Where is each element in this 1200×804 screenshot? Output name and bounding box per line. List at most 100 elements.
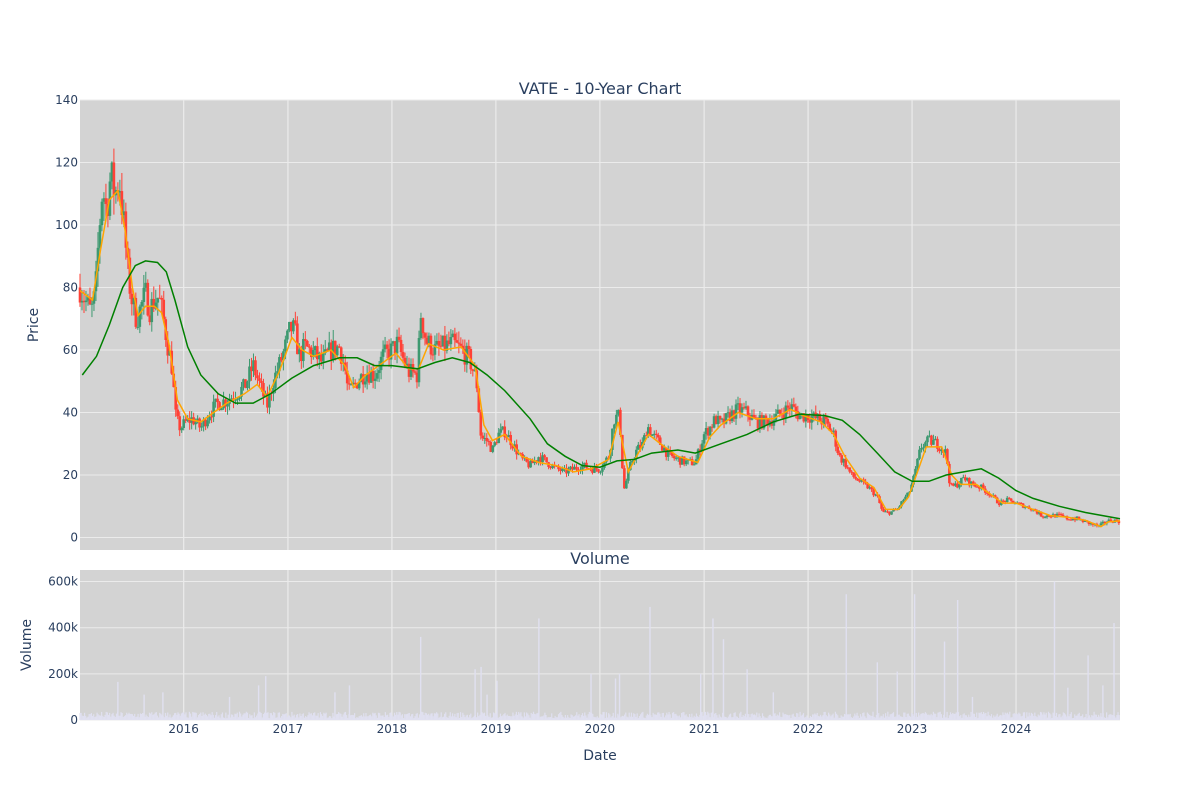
candle-body (230, 398, 233, 400)
volume-bar (267, 712, 269, 720)
volume-bar (129, 713, 131, 720)
volume-bar (728, 714, 731, 720)
volume-bar (244, 713, 246, 720)
volume-bar (477, 712, 479, 720)
volume-bar (755, 715, 757, 720)
volume-bar (340, 713, 342, 720)
candle-body (345, 370, 349, 384)
candle-body (672, 456, 676, 459)
volume-bar (118, 715, 120, 720)
volume-bar (391, 715, 393, 720)
volume-bar (404, 714, 406, 720)
candle-body (208, 416, 211, 421)
candle-body (266, 393, 269, 408)
volume-bar (232, 714, 234, 720)
candle-body (477, 388, 481, 413)
candle-body (365, 374, 369, 382)
candle-body (1099, 523, 1103, 526)
volume-bar (240, 713, 242, 720)
volume-bar (1006, 712, 1009, 720)
volume-bar (557, 714, 560, 720)
volume-bar (946, 711, 948, 720)
candle-body (995, 497, 999, 504)
candle-body (732, 410, 736, 419)
volume-bar (675, 713, 677, 720)
volume-bar (741, 716, 743, 720)
candle-body (311, 350, 315, 358)
volume-bar (898, 714, 900, 720)
candle-body (788, 407, 792, 410)
volume-bar (610, 717, 612, 720)
volume-bar (629, 716, 631, 720)
volume-bar (302, 713, 304, 720)
volume-bar (880, 715, 882, 720)
volume-bar (213, 717, 216, 720)
volume-bar (260, 712, 262, 720)
volume-bar (432, 716, 434, 720)
volume-bar (357, 717, 359, 720)
volume-bar (257, 685, 260, 720)
volume-bar (87, 716, 89, 720)
volume-bar (424, 712, 426, 720)
volume-bar (750, 714, 752, 720)
volume-bar (236, 712, 238, 720)
candle-body (258, 378, 261, 381)
volume-bar (233, 716, 235, 720)
x-axis-label: Date (583, 748, 616, 764)
volume-bar (412, 713, 414, 720)
volume-bar (561, 715, 563, 720)
volume-bar (871, 715, 873, 720)
volume-bar (584, 712, 586, 720)
volume-bar (1000, 714, 1002, 720)
candle-body (487, 440, 491, 442)
volume-bar (611, 716, 613, 720)
volume-bar (1001, 715, 1003, 720)
volume-bar (1060, 717, 1062, 720)
candle-body (581, 465, 584, 471)
volume-bar (528, 715, 530, 720)
volume-bar (985, 712, 987, 720)
volume-bar (890, 714, 892, 720)
candle-body (527, 461, 530, 468)
volume-bar (617, 713, 619, 720)
volume-bar (138, 717, 140, 720)
volume-bar (953, 713, 955, 720)
candle-body (371, 370, 375, 381)
volume-bar (818, 716, 821, 720)
volume-bar (769, 714, 772, 720)
x-tick-label: 2020 (585, 722, 616, 736)
volume-bar (107, 714, 110, 720)
volume-bar (943, 641, 946, 720)
candle-body (916, 458, 919, 469)
volume-bar (796, 712, 798, 720)
volume-bar (211, 712, 213, 720)
candle-body (924, 442, 927, 448)
x-tick-label: 2024 (1001, 722, 1032, 736)
volume-bar (784, 714, 786, 720)
candle-body (734, 404, 738, 419)
volume-bar (392, 716, 394, 720)
volume-bar (513, 715, 515, 720)
volume-bar (970, 711, 972, 720)
volume-bar (941, 717, 944, 720)
volume-bar (646, 713, 649, 720)
candle-body (377, 370, 381, 374)
candle-body (86, 297, 90, 301)
volume-bar (763, 716, 765, 720)
candle-body (706, 428, 710, 436)
candle-body (399, 339, 403, 353)
volume-bar (783, 714, 785, 720)
candle-body (347, 383, 351, 385)
volume-bar (1061, 715, 1063, 720)
candle-body (842, 458, 845, 463)
volume-bar (660, 716, 662, 720)
volume-bar (487, 715, 489, 720)
candle-body (846, 467, 849, 469)
volume-bar (743, 716, 745, 720)
volume-bar (339, 713, 341, 720)
volume-bar (274, 712, 276, 720)
volume-bar (1020, 716, 1022, 720)
volume-bar (969, 716, 971, 720)
volume-bar (1092, 715, 1094, 720)
volume-bar (110, 716, 112, 720)
